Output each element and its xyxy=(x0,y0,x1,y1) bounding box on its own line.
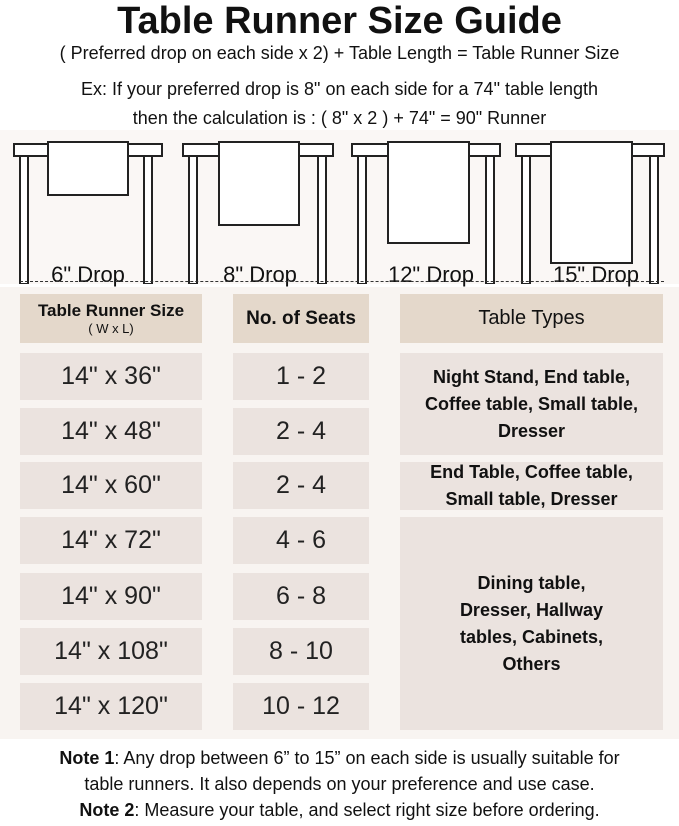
types-cell: Dining table, Dresser, Hallway tables, C… xyxy=(400,517,663,730)
seats-cell: 6 - 8 xyxy=(233,573,369,620)
header-types: Table Types xyxy=(400,294,663,343)
types-cell: End Table, Coffee table, Small table, Dr… xyxy=(400,462,663,510)
size-cell: 14" x 48" xyxy=(20,408,202,455)
note-2: Note 2: Measure your table, and select r… xyxy=(0,798,679,822)
drop-label: 8" Drop xyxy=(223,262,297,287)
header-size-sub: ( W x L) xyxy=(88,321,134,336)
note-1-label: Note 1 xyxy=(59,748,115,768)
size-cell: 14" x 120" xyxy=(20,683,202,730)
seats-cell: 2 - 4 xyxy=(233,462,369,509)
size-cell: 14" x 108" xyxy=(20,628,202,675)
note-1-text: : Any drop between 6” to 15” on each sid… xyxy=(114,748,620,768)
drop-illustrations xyxy=(0,130,679,285)
header-size-label: Table Runner Size xyxy=(37,301,185,320)
header-size: Table Runner Size ( W x L) xyxy=(20,294,202,343)
size-table: Table Runner Size ( W x L) No. of Seats … xyxy=(0,287,679,739)
divider xyxy=(20,281,664,282)
note-1-cont: table runners. It also depends on your p… xyxy=(84,774,595,794)
seats-cell: 2 - 4 xyxy=(233,408,369,455)
table-6-drop xyxy=(13,141,163,285)
note-2-text: : Measure your table, and select right s… xyxy=(134,800,600,820)
seats-cell: 1 - 2 xyxy=(233,353,369,400)
table-15-drop xyxy=(515,141,665,285)
page-title: Table Runner Size Guide xyxy=(117,0,562,42)
table-drawings xyxy=(13,141,665,285)
drop-label: 6" Drop xyxy=(51,262,125,287)
size-cell: 14" x 72" xyxy=(20,517,202,564)
size-cell: 14" x 36" xyxy=(20,353,202,400)
drop-label: 15" Drop xyxy=(552,262,640,287)
size-cell: 14" x 60" xyxy=(20,462,202,509)
header-seats: No. of Seats xyxy=(233,294,369,343)
note-1: Note 1: Any drop between 6” to 15” on ea… xyxy=(0,746,679,770)
size-cell: 14" x 90" xyxy=(20,573,202,620)
note-2-label: Note 2 xyxy=(79,800,135,820)
types-cell: Night Stand, End table, Coffee table, Sm… xyxy=(400,353,663,455)
example-line-1: Ex: If your preferred drop is 8" on each… xyxy=(80,79,599,99)
seats-cell: 10 - 12 xyxy=(233,683,369,730)
seats-cell: 4 - 6 xyxy=(233,517,369,564)
formula-text: ( Preferred drop on each side x 2) + Tab… xyxy=(59,43,620,63)
seats-cell: 8 - 10 xyxy=(233,628,369,675)
example-line-2: then the calculation is : ( 8" x 2 ) + 7… xyxy=(132,108,547,128)
drop-label: 12" Drop xyxy=(387,262,475,287)
